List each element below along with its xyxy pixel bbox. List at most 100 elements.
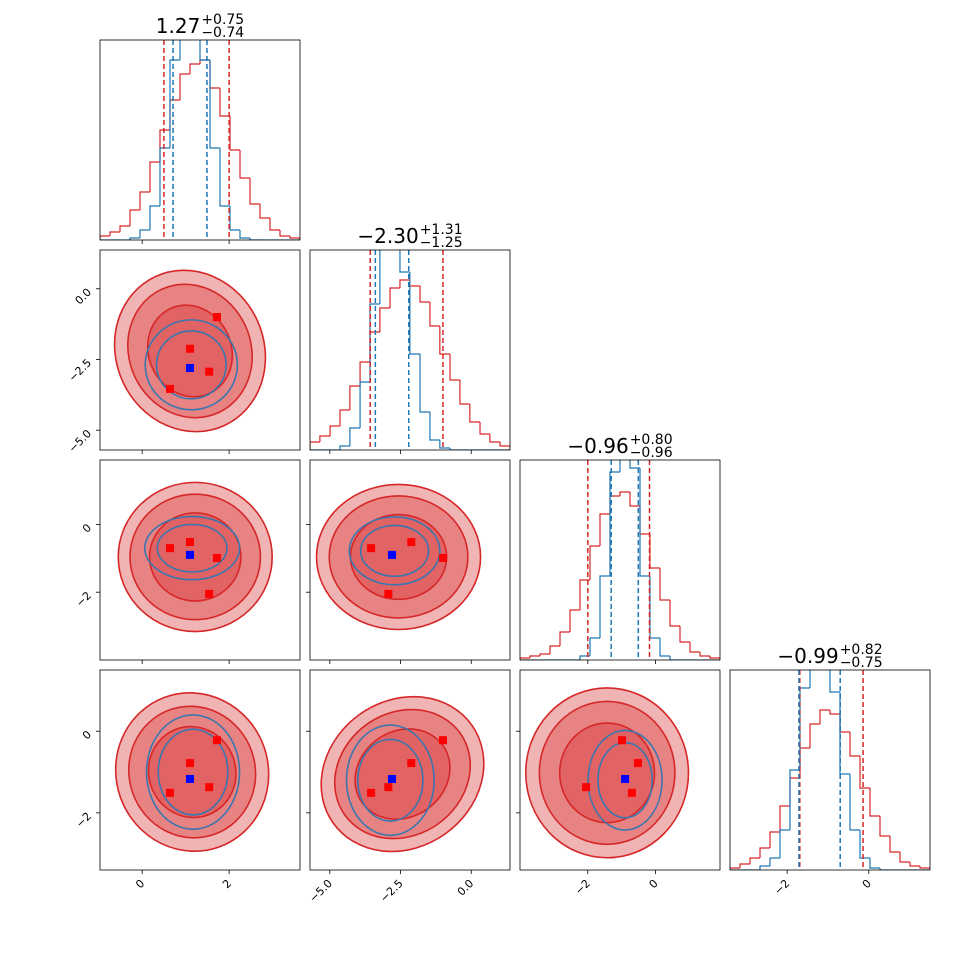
marker [618, 736, 627, 745]
histogram-step [479, 422, 490, 435]
histogram-step [239, 150, 250, 179]
marker [438, 736, 447, 745]
histogram-step [589, 637, 600, 656]
histogram-step [399, 250, 410, 273]
histogram-step [829, 670, 840, 693]
panel-frame [99, 39, 301, 241]
contour-level [333, 708, 472, 840]
marker [205, 589, 214, 598]
contour-level [524, 687, 690, 859]
histogram-panel [520, 460, 720, 660]
y-tick-label: 0 [80, 521, 94, 535]
histogram-step [319, 435, 331, 442]
panel-frame [99, 669, 301, 871]
histogram-step [289, 236, 300, 240]
marker [621, 774, 630, 783]
histogram-step [520, 657, 530, 660]
histogram-step [209, 60, 220, 149]
histogram-step [139, 191, 150, 210]
title-minus: −0.96 [630, 445, 673, 461]
histogram-step [129, 237, 140, 240]
contour-level [345, 724, 435, 837]
histogram-step [730, 867, 740, 870]
x-tick-label: 0 [647, 877, 661, 891]
histogram-step [759, 847, 770, 858]
histogram-step [409, 280, 421, 287]
y-tick-label: −5.0 [66, 427, 94, 455]
histogram-step [789, 769, 800, 830]
histogram-step [339, 409, 350, 426]
histogram-step [109, 231, 120, 236]
histogram-step [619, 491, 630, 496]
histogram-step [119, 225, 130, 232]
histogram-step [739, 863, 750, 868]
x-tick-label: 0 [133, 877, 147, 891]
histogram-step [499, 442, 510, 450]
panel-frame [519, 669, 721, 871]
histogram-step [559, 631, 570, 646]
marker [367, 788, 376, 797]
contour-panel [315, 483, 482, 631]
contour-level [143, 515, 241, 581]
histogram-step [489, 434, 501, 443]
histogram-step [829, 710, 840, 715]
panel-frame [99, 459, 301, 661]
marker [627, 788, 636, 797]
histogram-step [249, 178, 260, 205]
panel-frame [519, 459, 721, 661]
histogram-step [659, 638, 670, 657]
contour-level [114, 692, 270, 853]
panel-frame [309, 459, 511, 661]
histogram-step [359, 381, 370, 428]
histogram-step [749, 857, 760, 864]
marker [166, 384, 174, 393]
panel-title: −0.99 +0.82−0.75 [777, 642, 882, 671]
histogram-step [449, 354, 460, 381]
histogram-step [349, 385, 361, 410]
marker [166, 544, 174, 553]
title-median: 1.27 [156, 14, 201, 38]
histogram-step [329, 425, 340, 436]
histogram-step [439, 440, 451, 449]
histogram-step [599, 575, 610, 638]
title-plus: +0.80 [630, 432, 673, 448]
marker [633, 759, 642, 768]
contour-level [144, 319, 239, 411]
title-minus: −0.74 [201, 25, 244, 41]
histogram-step [639, 468, 650, 577]
histogram-step [769, 857, 780, 866]
marker [438, 553, 447, 562]
histogram-step [469, 404, 481, 423]
contour-level [145, 714, 241, 830]
marker [388, 550, 397, 559]
marker [407, 759, 416, 768]
contour-level [359, 524, 430, 578]
y-tick-label: −2 [73, 589, 94, 610]
histogram-step [439, 326, 451, 355]
histogram-step [259, 204, 270, 219]
histogram-step [669, 656, 680, 660]
y-tick-label: 0.0 [73, 286, 95, 308]
histogram-step [159, 129, 170, 162]
histogram-step [219, 88, 230, 117]
histogram-step [779, 829, 790, 858]
histogram-step [919, 866, 930, 870]
contour-level [349, 513, 448, 601]
histogram-step [189, 63, 200, 74]
histogram-step [579, 579, 590, 610]
histogram-step [809, 723, 820, 748]
x-tick-label: −2.5 [378, 877, 406, 905]
contour-panel [524, 687, 690, 859]
x-tick-label: 0 [860, 877, 874, 891]
marker [384, 589, 393, 598]
y-tick-label: −2.5 [66, 356, 94, 384]
histogram-step [399, 279, 410, 288]
marker [212, 736, 221, 745]
histogram-step [579, 655, 590, 660]
histogram-step [779, 805, 790, 832]
marker [384, 783, 393, 792]
histogram-step [159, 147, 170, 206]
contour-panel [113, 269, 267, 433]
histogram-step [310, 441, 320, 450]
